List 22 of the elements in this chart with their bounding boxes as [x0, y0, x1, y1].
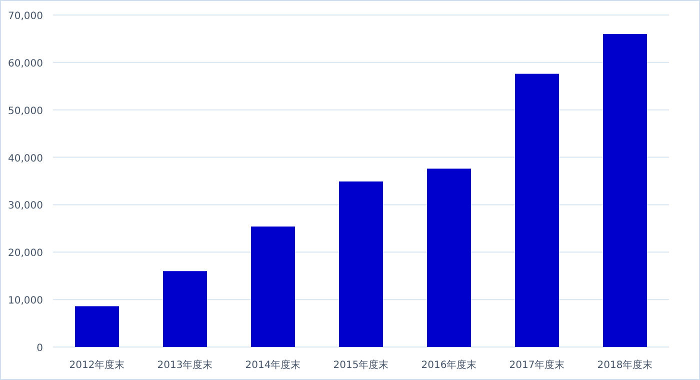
- x-tick-label: 2018年度末: [597, 359, 653, 371]
- x-tick-label: 2015年度末: [333, 359, 389, 371]
- bar: [339, 181, 383, 347]
- y-tick-label: 10,000: [8, 296, 43, 307]
- bar: [75, 306, 119, 347]
- y-tick-label: 0: [36, 343, 43, 354]
- y-tick-label: 50,000: [8, 106, 43, 117]
- bar: [163, 271, 207, 347]
- y-tick-label: 40,000: [8, 153, 43, 164]
- x-tick-label: 2017年度末: [509, 359, 565, 371]
- bar: [515, 74, 559, 347]
- y-tick-label: 60,000: [8, 58, 43, 70]
- y-tick-label: 30,000: [8, 200, 43, 212]
- bar: [603, 34, 647, 347]
- x-tick-label: 2012年度末: [69, 359, 125, 371]
- bar: [251, 226, 295, 347]
- bar: [427, 168, 471, 347]
- y-tick-label: 20,000: [8, 248, 43, 260]
- x-tick-label: 2013年度末: [157, 359, 213, 371]
- y-tick-label: 70,000: [8, 11, 43, 22]
- x-tick-label: 2014年度末: [245, 359, 301, 371]
- x-tick-label: 2016年度末: [421, 359, 477, 371]
